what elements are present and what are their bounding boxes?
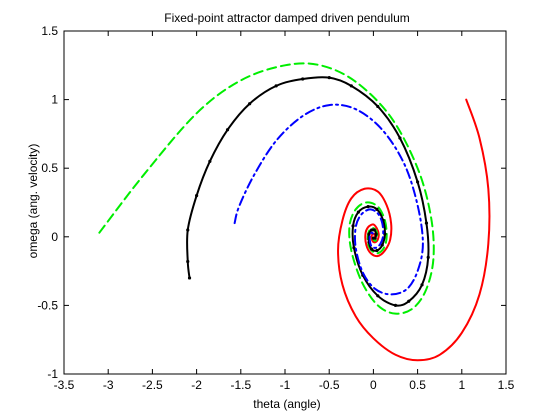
series-point — [352, 246, 356, 250]
series-point — [187, 276, 192, 280]
chart-title: Fixed-point attractor damped driven pend… — [164, 11, 409, 25]
series-point — [186, 259, 190, 264]
x-tick-label: -3.5 — [54, 378, 75, 392]
series-point — [376, 294, 380, 298]
x-tick-label: -1.5 — [230, 378, 251, 392]
plot-area — [63, 30, 507, 375]
x-tick-label: 1.5 — [498, 378, 515, 392]
series-point — [351, 224, 355, 228]
series-point — [349, 84, 353, 88]
series-point — [398, 136, 402, 140]
series-line-1 — [98, 62, 435, 315]
series-point — [186, 228, 190, 232]
y-tick-label: 1.5 — [41, 24, 58, 38]
series-point — [274, 84, 278, 88]
series-point — [376, 104, 380, 109]
series-line-3 — [233, 103, 424, 296]
series-line-0 — [337, 98, 491, 362]
series-point — [195, 194, 199, 198]
series-point — [366, 205, 370, 209]
series-point — [248, 102, 252, 106]
y-tick-label: 0.5 — [41, 161, 58, 175]
x-axis-label: theta (angle) — [253, 397, 320, 411]
series-point — [370, 228, 374, 232]
series-point — [407, 299, 411, 303]
series-point — [380, 243, 384, 247]
series-2-group — [186, 76, 430, 307]
x-tick-label: -1 — [280, 378, 291, 392]
series-point — [225, 128, 230, 132]
series-1-group — [98, 62, 435, 315]
series-0-group — [337, 98, 491, 362]
series-point — [416, 180, 420, 184]
series-point — [371, 236, 375, 240]
series-point — [426, 255, 430, 259]
series-point — [375, 248, 379, 253]
y-axis-label: omega (ang. velocity) — [26, 144, 40, 259]
series-point — [367, 232, 371, 236]
x-tick-label: -3 — [103, 378, 114, 392]
axis-ticks: -3.5 -3 -2.5 -2 -1.5 -1 -0.5 0 0.5 1 1.5 -1 -0.5 0 0.5… — [37, 24, 514, 392]
series-point — [420, 283, 424, 287]
series-point — [356, 210, 360, 214]
series-point — [393, 303, 398, 307]
series-point — [301, 77, 305, 81]
y-tick-label: -0.5 — [37, 298, 58, 312]
series-point — [208, 159, 212, 163]
series-point — [375, 207, 379, 211]
x-tick-label: 1 — [458, 378, 465, 392]
x-tick-label: -2.5 — [142, 378, 163, 392]
y-tick-label: 1 — [51, 93, 58, 107]
series-point — [424, 221, 429, 225]
series-point — [327, 76, 331, 80]
series-point — [374, 232, 378, 236]
x-tick-label: 0 — [370, 378, 377, 392]
series-layer — [98, 62, 491, 362]
x-tick-label: 0.5 — [409, 378, 426, 392]
y-tick-label: -1 — [47, 367, 58, 381]
x-tick-label: -0.5 — [319, 378, 340, 392]
x-tick-label: -2 — [191, 378, 202, 392]
y-tick-label: 0 — [51, 230, 58, 244]
series-point — [372, 228, 376, 232]
series-point — [370, 247, 374, 251]
series-3-group — [233, 103, 424, 296]
